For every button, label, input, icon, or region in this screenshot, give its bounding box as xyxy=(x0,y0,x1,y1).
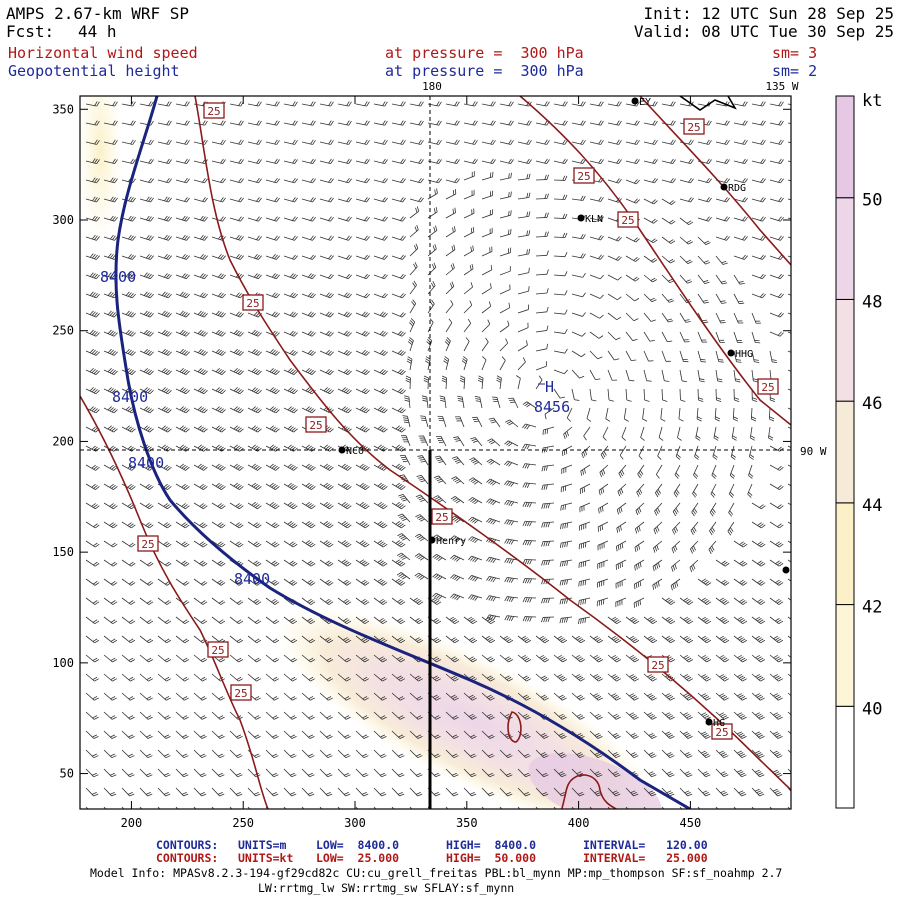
contour2-low: LOW= 25.000 xyxy=(316,851,400,865)
meridian-90w-label: 90 W xyxy=(800,445,827,458)
contour2-units: UNITS=kt xyxy=(238,851,294,865)
x-axis: 200 250 300 350 400 450 xyxy=(121,96,702,830)
x-tick-label: 250 xyxy=(232,816,254,830)
contour2-tag: CONTOURS: xyxy=(156,851,219,865)
wind-contour-50 xyxy=(507,711,522,743)
meridian-135w-label: 135 W xyxy=(765,80,798,93)
contour1-low: LOW= 8400.0 xyxy=(316,838,400,852)
wind-contour-label: 25 xyxy=(207,641,229,658)
wind-contour-label: 25 xyxy=(647,656,669,673)
init-time: Init: 12 UTC Sun 28 Sep 25 xyxy=(643,4,894,23)
meridian-180-label: 180 xyxy=(422,80,442,93)
x-tick-label: 350 xyxy=(456,816,478,830)
plot-frame xyxy=(79,95,792,810)
wind-contour-label: 25 xyxy=(683,118,705,135)
wind-contour-label: 25 xyxy=(431,508,453,525)
station-marker: HG xyxy=(705,718,725,729)
high-center-value: 8456 xyxy=(534,398,570,416)
contour1-high: HIGH= 8400.0 xyxy=(446,838,537,852)
y-tick-label: 150 xyxy=(52,545,74,559)
station-marker: NCO xyxy=(338,446,364,457)
y-tick-label: 250 xyxy=(52,324,74,338)
field2-level: at pressure = 300 hPa xyxy=(385,62,584,80)
coastline xyxy=(679,96,737,111)
height-label: 8400 xyxy=(128,454,164,472)
high-center-marker: H xyxy=(545,378,554,396)
x-tick-label: 300 xyxy=(344,816,366,830)
wind-contour-25 xyxy=(639,96,791,266)
model-title: AMPS 2.67-km WRF SP xyxy=(6,4,190,23)
wind-contour-label: 25 xyxy=(137,535,159,552)
wind-contour-label: 25 xyxy=(305,416,327,433)
wind-contour-50 xyxy=(561,774,618,809)
x-tick-label: 400 xyxy=(568,816,590,830)
contour1-units: UNITS=m xyxy=(238,838,287,852)
field2-name: Geopotential height xyxy=(8,62,180,80)
field1-smoothing: sm= 3 xyxy=(772,44,818,62)
height-label: 8400 xyxy=(234,570,270,588)
wind-contour-25 xyxy=(194,96,791,791)
forecast-label: Fcst: xyxy=(6,22,55,41)
wind-contour-label: 25 xyxy=(573,167,595,184)
contour1-interval: INTERVAL= 120.00 xyxy=(583,838,708,852)
y-tick-label: 50 xyxy=(60,767,74,781)
field2-smoothing: sm= 2 xyxy=(772,62,818,80)
station-marker: HHG xyxy=(727,349,753,360)
jet-west-shading xyxy=(80,96,122,245)
stations: EY RDG KLN HHG NCO Henry HG xyxy=(338,97,790,729)
wind-contour-25 xyxy=(519,96,791,426)
height-contour-8400 xyxy=(114,96,691,809)
contour2-high: HIGH= 50.000 xyxy=(446,851,537,865)
y-tick-label: 200 xyxy=(52,434,74,448)
y-tick-label: 300 xyxy=(52,213,74,227)
wind-contour-label: 25 xyxy=(230,684,252,701)
wind-contour-25 xyxy=(80,395,269,809)
valid-time: Valid: 08 UTC Tue 30 Sep 25 xyxy=(633,22,894,41)
field1-level: at pressure = 300 hPa xyxy=(385,44,584,62)
height-label: 8400 xyxy=(100,268,136,286)
contour1-tag: CONTOURS: xyxy=(156,838,219,852)
forecast-hour: 44 h xyxy=(78,22,117,41)
y-axis: 50 100 150 200 250 300 350 xyxy=(52,102,791,781)
station-marker: RDG xyxy=(720,183,746,194)
station-marker: Henry xyxy=(428,536,466,547)
wind-contour-labels: 25 25 25 25 25 25 25 25 25 25 25 25 25 xyxy=(137,102,779,740)
x-tick-label: 200 xyxy=(121,816,143,830)
station-marker: KLN xyxy=(577,214,603,225)
y-tick-label: 100 xyxy=(52,656,74,670)
wind-contour-label: 25 xyxy=(242,294,264,311)
x-tick-label: 450 xyxy=(680,816,702,830)
wind-contour-label: 25 xyxy=(711,723,733,740)
y-tick-label: 350 xyxy=(52,102,74,116)
wind-contour-label: 25 xyxy=(617,211,639,228)
wind-contour-label: 25 xyxy=(757,378,779,395)
contour2-interval: INTERVAL= 25.000 xyxy=(583,851,708,865)
wind-contour-label: 25 xyxy=(203,102,225,119)
height-label: 8400 xyxy=(112,388,148,406)
model-info-line2: LW:rrtmg_lw SW:rrtmg_sw SFLAY:sf_mynn xyxy=(258,881,515,895)
model-info-line1: Model Info: MPASv8.2.3-194-gf29cd82c CU:… xyxy=(90,866,783,880)
field1-name: Horizontal wind speed xyxy=(8,44,198,62)
station-marker: EY xyxy=(631,97,651,108)
